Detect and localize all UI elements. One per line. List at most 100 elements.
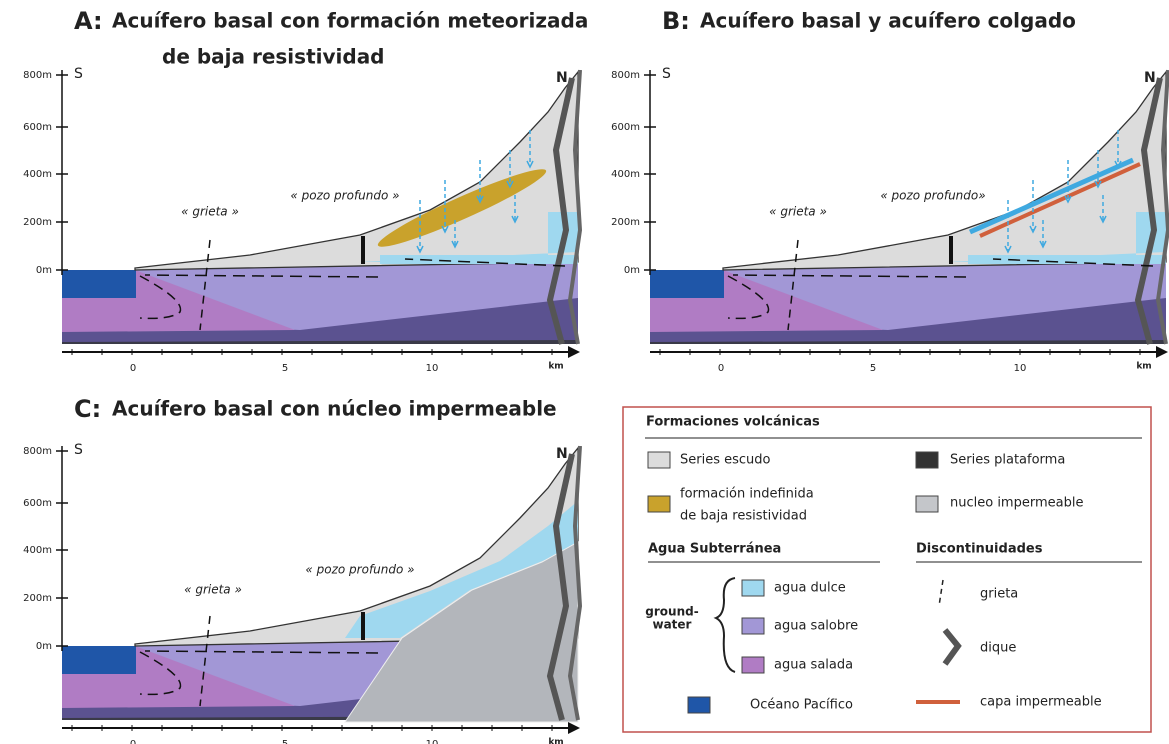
flow-line: [144, 650, 379, 654]
y-label: 800m: [23, 70, 52, 81]
legend-heading: Discontinuidades: [916, 542, 1043, 557]
fresh-water: [345, 501, 578, 638]
y-label: 600m: [23, 498, 52, 509]
well-label: « pozo profundo »: [290, 189, 399, 203]
y-label: 200m: [611, 217, 640, 228]
x-arrow: [568, 346, 580, 358]
swatch-brackish: [741, 617, 765, 635]
dike: [546, 77, 575, 345]
arrow-head: [451, 240, 459, 249]
flow-line: [732, 274, 967, 278]
legend-box: [622, 406, 1152, 733]
fresh-water: [968, 255, 1166, 264]
swatch-fresh: [741, 579, 765, 597]
swatch-platform: [915, 451, 939, 469]
dike: [567, 445, 583, 721]
panel-title: Acuífero basal con formación meteorizada: [112, 9, 588, 33]
flow-line: [144, 274, 379, 278]
fresh-water: [360, 212, 578, 262]
panel-title: Acuífero basal con núcleo impermeable: [112, 397, 557, 421]
perched-water: [968, 157, 1135, 235]
y-label: 800m: [611, 70, 640, 81]
arrow-head: [441, 225, 449, 234]
fresh-water: [380, 255, 578, 264]
y-label: 400m: [23, 545, 52, 556]
x-label: 0: [718, 363, 724, 374]
swatch-saline: [741, 656, 765, 674]
flow-line: [727, 275, 770, 320]
ocean: [62, 646, 136, 674]
x-label: 0: [130, 739, 136, 744]
flow-line: [992, 258, 1154, 267]
legend-text: grieta: [980, 587, 1018, 602]
weathered-formation: [377, 169, 547, 247]
panel-letter: A:: [74, 7, 103, 35]
y-label: 0m: [36, 641, 52, 652]
panel-title: de baja resistividad: [162, 45, 385, 69]
panel-letter: C:: [74, 395, 101, 423]
swatch-ocean: [687, 696, 711, 714]
legend-text: nucleo impermeable: [950, 496, 1083, 511]
x-unit: km: [1136, 362, 1151, 372]
legend-heading: Formaciones volcánicas: [646, 415, 820, 430]
arrow-head: [1099, 215, 1107, 224]
y-label: 0m: [624, 265, 640, 276]
arrow-head: [1064, 195, 1072, 204]
x-label: 5: [282, 739, 288, 744]
panel-letter: B:: [662, 7, 690, 35]
south-label: S: [74, 442, 83, 458]
y-label: 200m: [23, 593, 52, 604]
impermeable-core: [344, 541, 579, 723]
x-label: 10: [426, 739, 439, 744]
crack-label: « grieta »: [769, 205, 827, 219]
flow-line: [404, 258, 566, 267]
y-label: 600m: [611, 122, 640, 133]
north-label: N: [556, 70, 568, 86]
crack-label: « grieta »: [184, 583, 242, 597]
crack: [199, 615, 211, 707]
x-label: 5: [282, 363, 288, 374]
arrow-head: [1029, 225, 1037, 234]
y-label: 0m: [36, 265, 52, 276]
y-label: 400m: [611, 169, 640, 180]
arrow-head: [1039, 240, 1047, 249]
legend-text: dique: [980, 641, 1016, 656]
x-label: 10: [426, 363, 439, 374]
y-label: 800m: [23, 446, 52, 457]
legend-text: capa impermeable: [980, 695, 1102, 710]
fresh-water: [948, 212, 1166, 262]
well: [949, 236, 953, 264]
legend-heading: Agua Subterránea: [648, 542, 781, 557]
legend-text: de baja resistividad: [680, 509, 807, 524]
legend-text: agua salobre: [774, 619, 858, 634]
crack-label: « grieta »: [181, 205, 239, 219]
panel: 800m 600m 400m 200m 0m 0 5 10 km S N « grieta » « po…: [611, 7, 1169, 374]
dike: [567, 69, 583, 345]
brace: [713, 577, 736, 673]
impermeable-layer: [979, 162, 1141, 238]
north-label: N: [556, 446, 568, 462]
south-label: S: [74, 66, 83, 82]
dike: [546, 453, 575, 721]
x-unit: km: [548, 362, 563, 372]
flow-line: [139, 275, 182, 320]
arrow-head: [511, 215, 519, 224]
panel: 800m 600m 400m 200m 0m 0 5 10 km S N « grieta » « po…: [23, 395, 583, 744]
swatch-shield: [647, 451, 671, 469]
well-label: « pozo profundo»: [880, 189, 985, 203]
arrow-head: [1114, 160, 1122, 169]
y-label: 200m: [23, 217, 52, 228]
swatch-core: [915, 495, 939, 513]
legend-text: water: [653, 618, 692, 632]
panel-title: Acuífero basal y acuífero colgado: [700, 9, 1076, 33]
legend-text: formación indefinida: [680, 487, 814, 502]
arrow-head: [1004, 245, 1012, 254]
well: [361, 236, 365, 264]
dike: [1155, 69, 1169, 345]
north-label: N: [1144, 70, 1156, 86]
legend-text: Océano Pacífico: [750, 698, 853, 713]
crack: [199, 239, 211, 331]
well: [361, 612, 365, 640]
x-label: 10: [1014, 363, 1027, 374]
arrow-head: [476, 195, 484, 204]
